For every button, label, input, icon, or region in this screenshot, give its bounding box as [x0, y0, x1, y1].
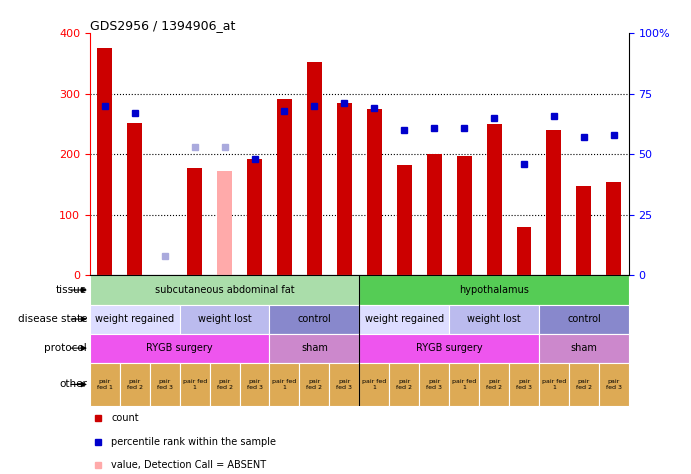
Text: pair
fed 2: pair fed 2	[486, 379, 502, 390]
Bar	[509, 363, 539, 406]
Bar	[90, 304, 180, 334]
Text: pair
fed 2: pair fed 2	[306, 379, 323, 390]
Text: weight lost: weight lost	[198, 314, 252, 324]
Bar	[539, 363, 569, 406]
Text: other: other	[59, 380, 87, 390]
Bar	[359, 363, 389, 406]
Text: pair
fed 2: pair fed 2	[126, 379, 143, 390]
Bar	[330, 363, 359, 406]
Bar	[247, 159, 262, 275]
Bar	[359, 275, 629, 304]
Text: weight regained: weight regained	[365, 314, 444, 324]
Text: protocol: protocol	[44, 343, 87, 353]
Bar	[479, 363, 509, 406]
Bar	[389, 363, 419, 406]
Bar	[299, 363, 330, 406]
Bar	[269, 304, 359, 334]
Text: pair
fed 2: pair fed 2	[396, 379, 413, 390]
Bar	[569, 363, 599, 406]
Text: pair
fed 3: pair fed 3	[516, 379, 532, 390]
Bar	[539, 304, 629, 334]
Bar	[90, 363, 120, 406]
Bar	[359, 304, 449, 334]
Text: sham: sham	[301, 343, 328, 353]
Bar	[240, 363, 269, 406]
Bar	[359, 334, 539, 363]
Text: weight regained: weight regained	[95, 314, 174, 324]
Bar	[187, 168, 202, 275]
Bar	[277, 99, 292, 275]
Text: disease state: disease state	[18, 314, 87, 324]
Text: RYGB surgery: RYGB surgery	[146, 343, 213, 353]
Bar	[269, 363, 299, 406]
Bar	[457, 156, 471, 275]
Text: pair fed
1: pair fed 1	[272, 379, 296, 390]
Text: control: control	[567, 314, 600, 324]
Bar	[120, 363, 150, 406]
Bar	[397, 165, 412, 275]
Bar	[449, 304, 539, 334]
Text: pair
fed 2: pair fed 2	[576, 379, 592, 390]
Bar	[486, 124, 502, 275]
Bar	[150, 363, 180, 406]
Bar	[97, 48, 112, 275]
Bar	[449, 363, 479, 406]
Text: GDS2956 / 1394906_at: GDS2956 / 1394906_at	[90, 19, 235, 32]
Text: pair
fed 3: pair fed 3	[606, 379, 622, 390]
Text: pair fed
1: pair fed 1	[452, 379, 476, 390]
Bar	[337, 103, 352, 275]
Text: pair
fed 3: pair fed 3	[337, 379, 352, 390]
Text: count: count	[111, 412, 139, 423]
Bar	[180, 363, 209, 406]
Bar	[367, 109, 381, 275]
Bar	[516, 227, 531, 275]
Text: subcutaneous abdominal fat: subcutaneous abdominal fat	[155, 285, 294, 295]
Bar	[576, 186, 591, 275]
Text: value, Detection Call = ABSENT: value, Detection Call = ABSENT	[111, 460, 267, 471]
Text: pair fed
1: pair fed 1	[542, 379, 566, 390]
Bar	[419, 363, 449, 406]
Text: pair fed
1: pair fed 1	[362, 379, 386, 390]
Text: pair
fed 3: pair fed 3	[157, 379, 173, 390]
Text: pair
fed 2: pair fed 2	[216, 379, 233, 390]
Bar	[180, 304, 269, 334]
Text: percentile rank within the sample: percentile rank within the sample	[111, 437, 276, 447]
Bar	[269, 334, 359, 363]
Text: pair fed
1: pair fed 1	[182, 379, 207, 390]
Bar	[539, 334, 629, 363]
Text: hypothalamus: hypothalamus	[459, 285, 529, 295]
Text: control: control	[298, 314, 331, 324]
Text: pair
fed 3: pair fed 3	[247, 379, 263, 390]
Text: pair
fed 1: pair fed 1	[97, 379, 113, 390]
Bar	[307, 62, 322, 275]
Bar	[127, 123, 142, 275]
Bar	[90, 275, 359, 304]
Bar	[209, 363, 240, 406]
Bar	[599, 363, 629, 406]
Text: pair
fed 3: pair fed 3	[426, 379, 442, 390]
Bar	[90, 334, 269, 363]
Text: sham: sham	[571, 343, 597, 353]
Text: weight lost: weight lost	[467, 314, 521, 324]
Text: RYGB surgery: RYGB surgery	[416, 343, 482, 353]
Text: tissue: tissue	[56, 285, 87, 295]
Bar	[547, 130, 561, 275]
Bar	[426, 155, 442, 275]
Bar	[217, 171, 232, 275]
Bar	[606, 182, 621, 275]
